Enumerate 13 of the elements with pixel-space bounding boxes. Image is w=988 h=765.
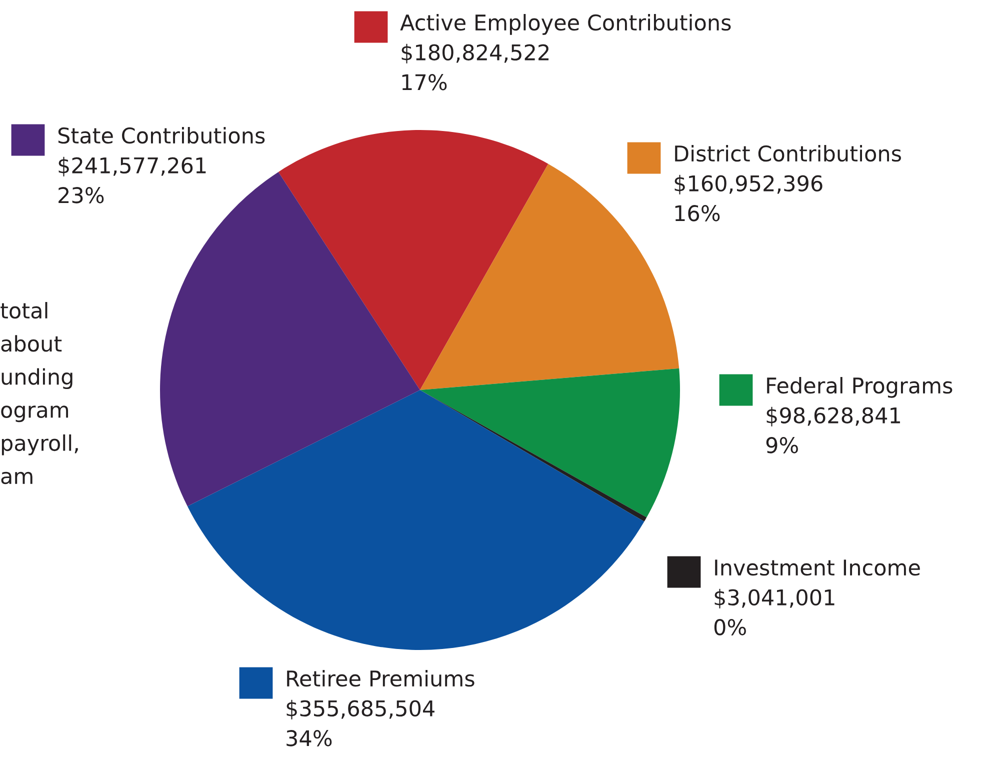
data-label: $355,685,504 34% bbox=[286, 700, 434, 746]
legend-label: District Contributions bbox=[675, 145, 901, 162]
data-label: $3,041,001 0% bbox=[714, 588, 834, 636]
legend-label: Active Employee Contributions bbox=[400, 14, 731, 35]
data-label: $180,824,522 17% bbox=[402, 44, 548, 90]
data-label: $160,952,396 16% bbox=[674, 174, 822, 222]
legend-label: Investment Income bbox=[715, 560, 920, 576]
data-label: $241,577,261 23% bbox=[58, 156, 206, 204]
text: total about unding ogram payroll, am bbox=[0, 302, 78, 484]
legend-label: Federal Programs bbox=[767, 377, 952, 398]
legend-label: State Contributions bbox=[58, 127, 265, 144]
data-label: $98,628,841 9% bbox=[766, 406, 900, 454]
legend-label: Retiree Premiums bbox=[287, 670, 474, 687]
